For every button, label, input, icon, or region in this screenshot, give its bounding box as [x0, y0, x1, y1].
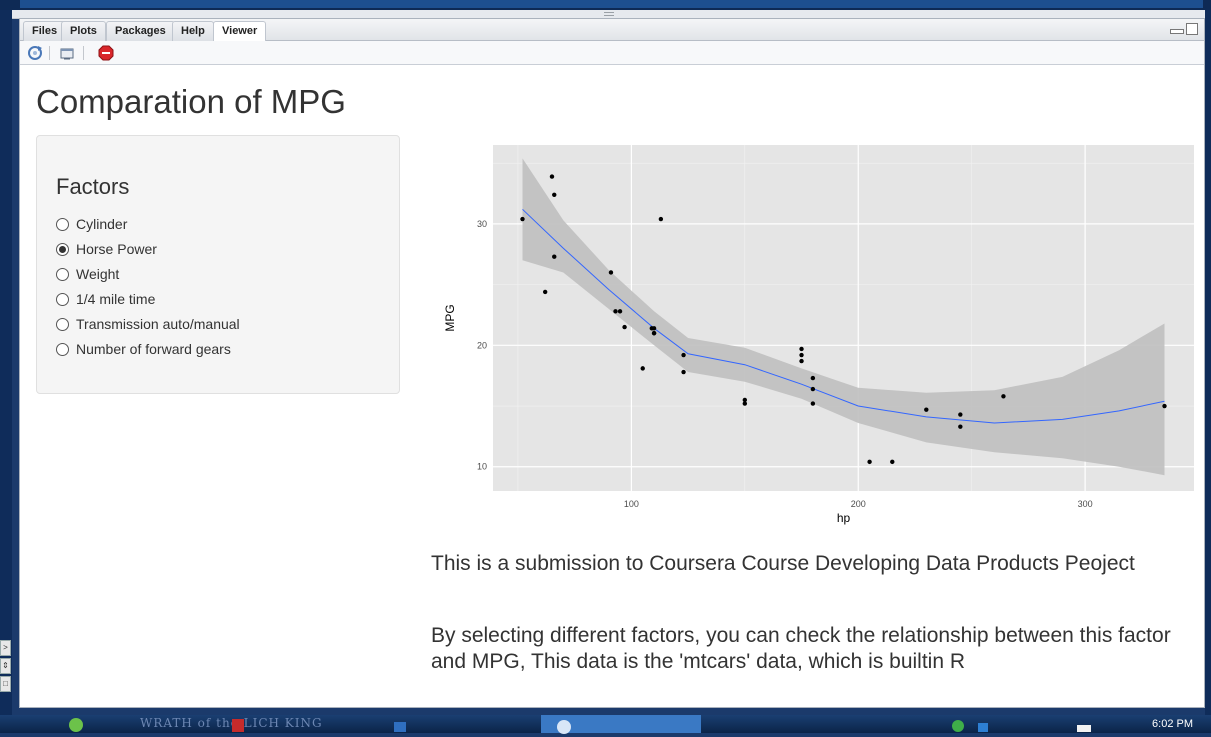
page-title: Comparation of MPG [36, 83, 346, 120]
data-point [651, 330, 657, 336]
data-point [742, 401, 748, 406]
tray-icon-green[interactable] [950, 716, 966, 732]
top-window-strip [0, 0, 1211, 10]
tab-help[interactable]: Help [172, 21, 214, 41]
x-tick-label: 100 [624, 499, 639, 509]
factor-option-label: Number of forward gears [76, 341, 231, 357]
data-point [924, 407, 929, 412]
radio-unchecked-icon[interactable] [56, 268, 69, 281]
maximize-icon[interactable] [1186, 23, 1198, 35]
data-point [799, 346, 804, 352]
mpg-chart: 100 200 300 10 20 30 hp MPG [443, 145, 1194, 525]
shiny-app-viewer: Comparation of MPG Factors Cylinder Horse… [20, 65, 1204, 707]
refresh-icon[interactable] [26, 44, 44, 62]
os-taskbar: WRATH of the LICH KING 6:02 PM [0, 715, 1211, 734]
description-paragraph-2: By selecting different factors, you can … [431, 624, 1171, 673]
data-point [742, 397, 748, 403]
taskbar-active-app[interactable] [541, 715, 701, 734]
tray-icon-blue[interactable] [975, 716, 991, 732]
viewer-pane: Files Plots Packages Help Viewer Compara… [19, 18, 1205, 708]
factor-option-label: Weight [76, 266, 120, 282]
y-tick-label: 20 [477, 340, 487, 350]
data-point [613, 309, 618, 314]
data-point [1001, 394, 1006, 399]
data-point [799, 352, 804, 358]
data-point [622, 324, 627, 330]
collapsed-pane-controls: > ⇕ □ [0, 640, 12, 694]
open-in-browser-icon[interactable] [58, 44, 76, 62]
pane-tabbar: Files Plots Packages Help Viewer [20, 19, 1204, 42]
pane-window-controls [1170, 23, 1200, 37]
radio-unchecked-icon[interactable] [56, 293, 69, 306]
rstudio-icon [557, 720, 571, 734]
app-taskbar-icon[interactable] [392, 716, 408, 732]
scatter-plot: 100 200 300 10 20 30 hp MPG [432, 133, 1196, 533]
y-axis-label: MPG [443, 304, 457, 331]
data-point [608, 270, 614, 275]
factor-option-label: Cylinder [76, 216, 128, 232]
smooth-line [522, 208, 1165, 424]
skype-icon[interactable] [68, 716, 84, 732]
taskbar-banner: WRATH of the LICH KING [140, 716, 323, 730]
x-axis-label: hp [837, 511, 851, 525]
taskbar-clock: 6:02 PM [1152, 718, 1193, 730]
stepper-icon[interactable]: ⇕ [0, 658, 11, 674]
data-point [810, 401, 816, 406]
y-tick-label: 30 [477, 219, 487, 229]
data-point [958, 424, 963, 429]
data-point [658, 216, 664, 222]
viewer-toolbar [20, 41, 1204, 65]
data-point [681, 369, 686, 375]
data-point [890, 459, 895, 465]
x-tick-label: 200 [851, 499, 866, 509]
tab-plots[interactable]: Plots [61, 21, 106, 41]
stop-icon[interactable] [97, 44, 115, 62]
data-point [549, 174, 555, 179]
factor-option-label: Horse Power [76, 241, 157, 257]
data-point [542, 289, 548, 295]
data-point [1162, 403, 1167, 409]
data-point [681, 352, 686, 358]
data-point [649, 326, 655, 331]
tab-files[interactable]: Files [23, 21, 67, 41]
minimize-icon[interactable] [1170, 29, 1184, 34]
data-point [617, 309, 623, 314]
toolbar-separator [49, 46, 50, 60]
data-point [867, 459, 872, 465]
radio-unchecked-icon[interactable] [56, 343, 69, 356]
x-tick-label: 300 [1078, 499, 1093, 509]
data-point [810, 386, 816, 392]
data-point [640, 366, 645, 371]
radio-unchecked-icon[interactable] [56, 318, 69, 331]
sidebar-title: Factors [56, 174, 130, 199]
description-paragraph-1: This is a submission to Coursera Course … [431, 552, 1135, 575]
sidebar-panel: Factors Cylinder Horse Power Weight 1/4 mil… [36, 135, 400, 394]
tab-packages[interactable]: Packages [106, 21, 175, 41]
data-point [552, 192, 557, 197]
tab-viewer[interactable]: Viewer [213, 21, 267, 42]
left-window-strip [0, 10, 12, 715]
data-point [520, 216, 525, 222]
factor-option-label: Transmission auto/manual [76, 316, 240, 332]
factor-option-label: 1/4 mile time [76, 291, 156, 307]
radio-checked-icon[interactable] [56, 243, 69, 256]
data-point [810, 375, 816, 381]
y-tick-label: 10 [477, 462, 487, 472]
tray-icon-white[interactable] [1075, 716, 1093, 732]
data-point [552, 254, 557, 259]
radio-unchecked-icon[interactable] [56, 218, 69, 231]
right-window-strip [1205, 10, 1211, 715]
pdf-icon[interactable] [230, 716, 246, 732]
toolbar-separator [83, 46, 84, 60]
expand-arrow-icon[interactable]: > [0, 640, 11, 656]
data-point [799, 358, 804, 364]
restore-pane-icon[interactable]: □ [0, 676, 11, 692]
data-point [958, 412, 963, 417]
grip-icon [603, 12, 614, 16]
